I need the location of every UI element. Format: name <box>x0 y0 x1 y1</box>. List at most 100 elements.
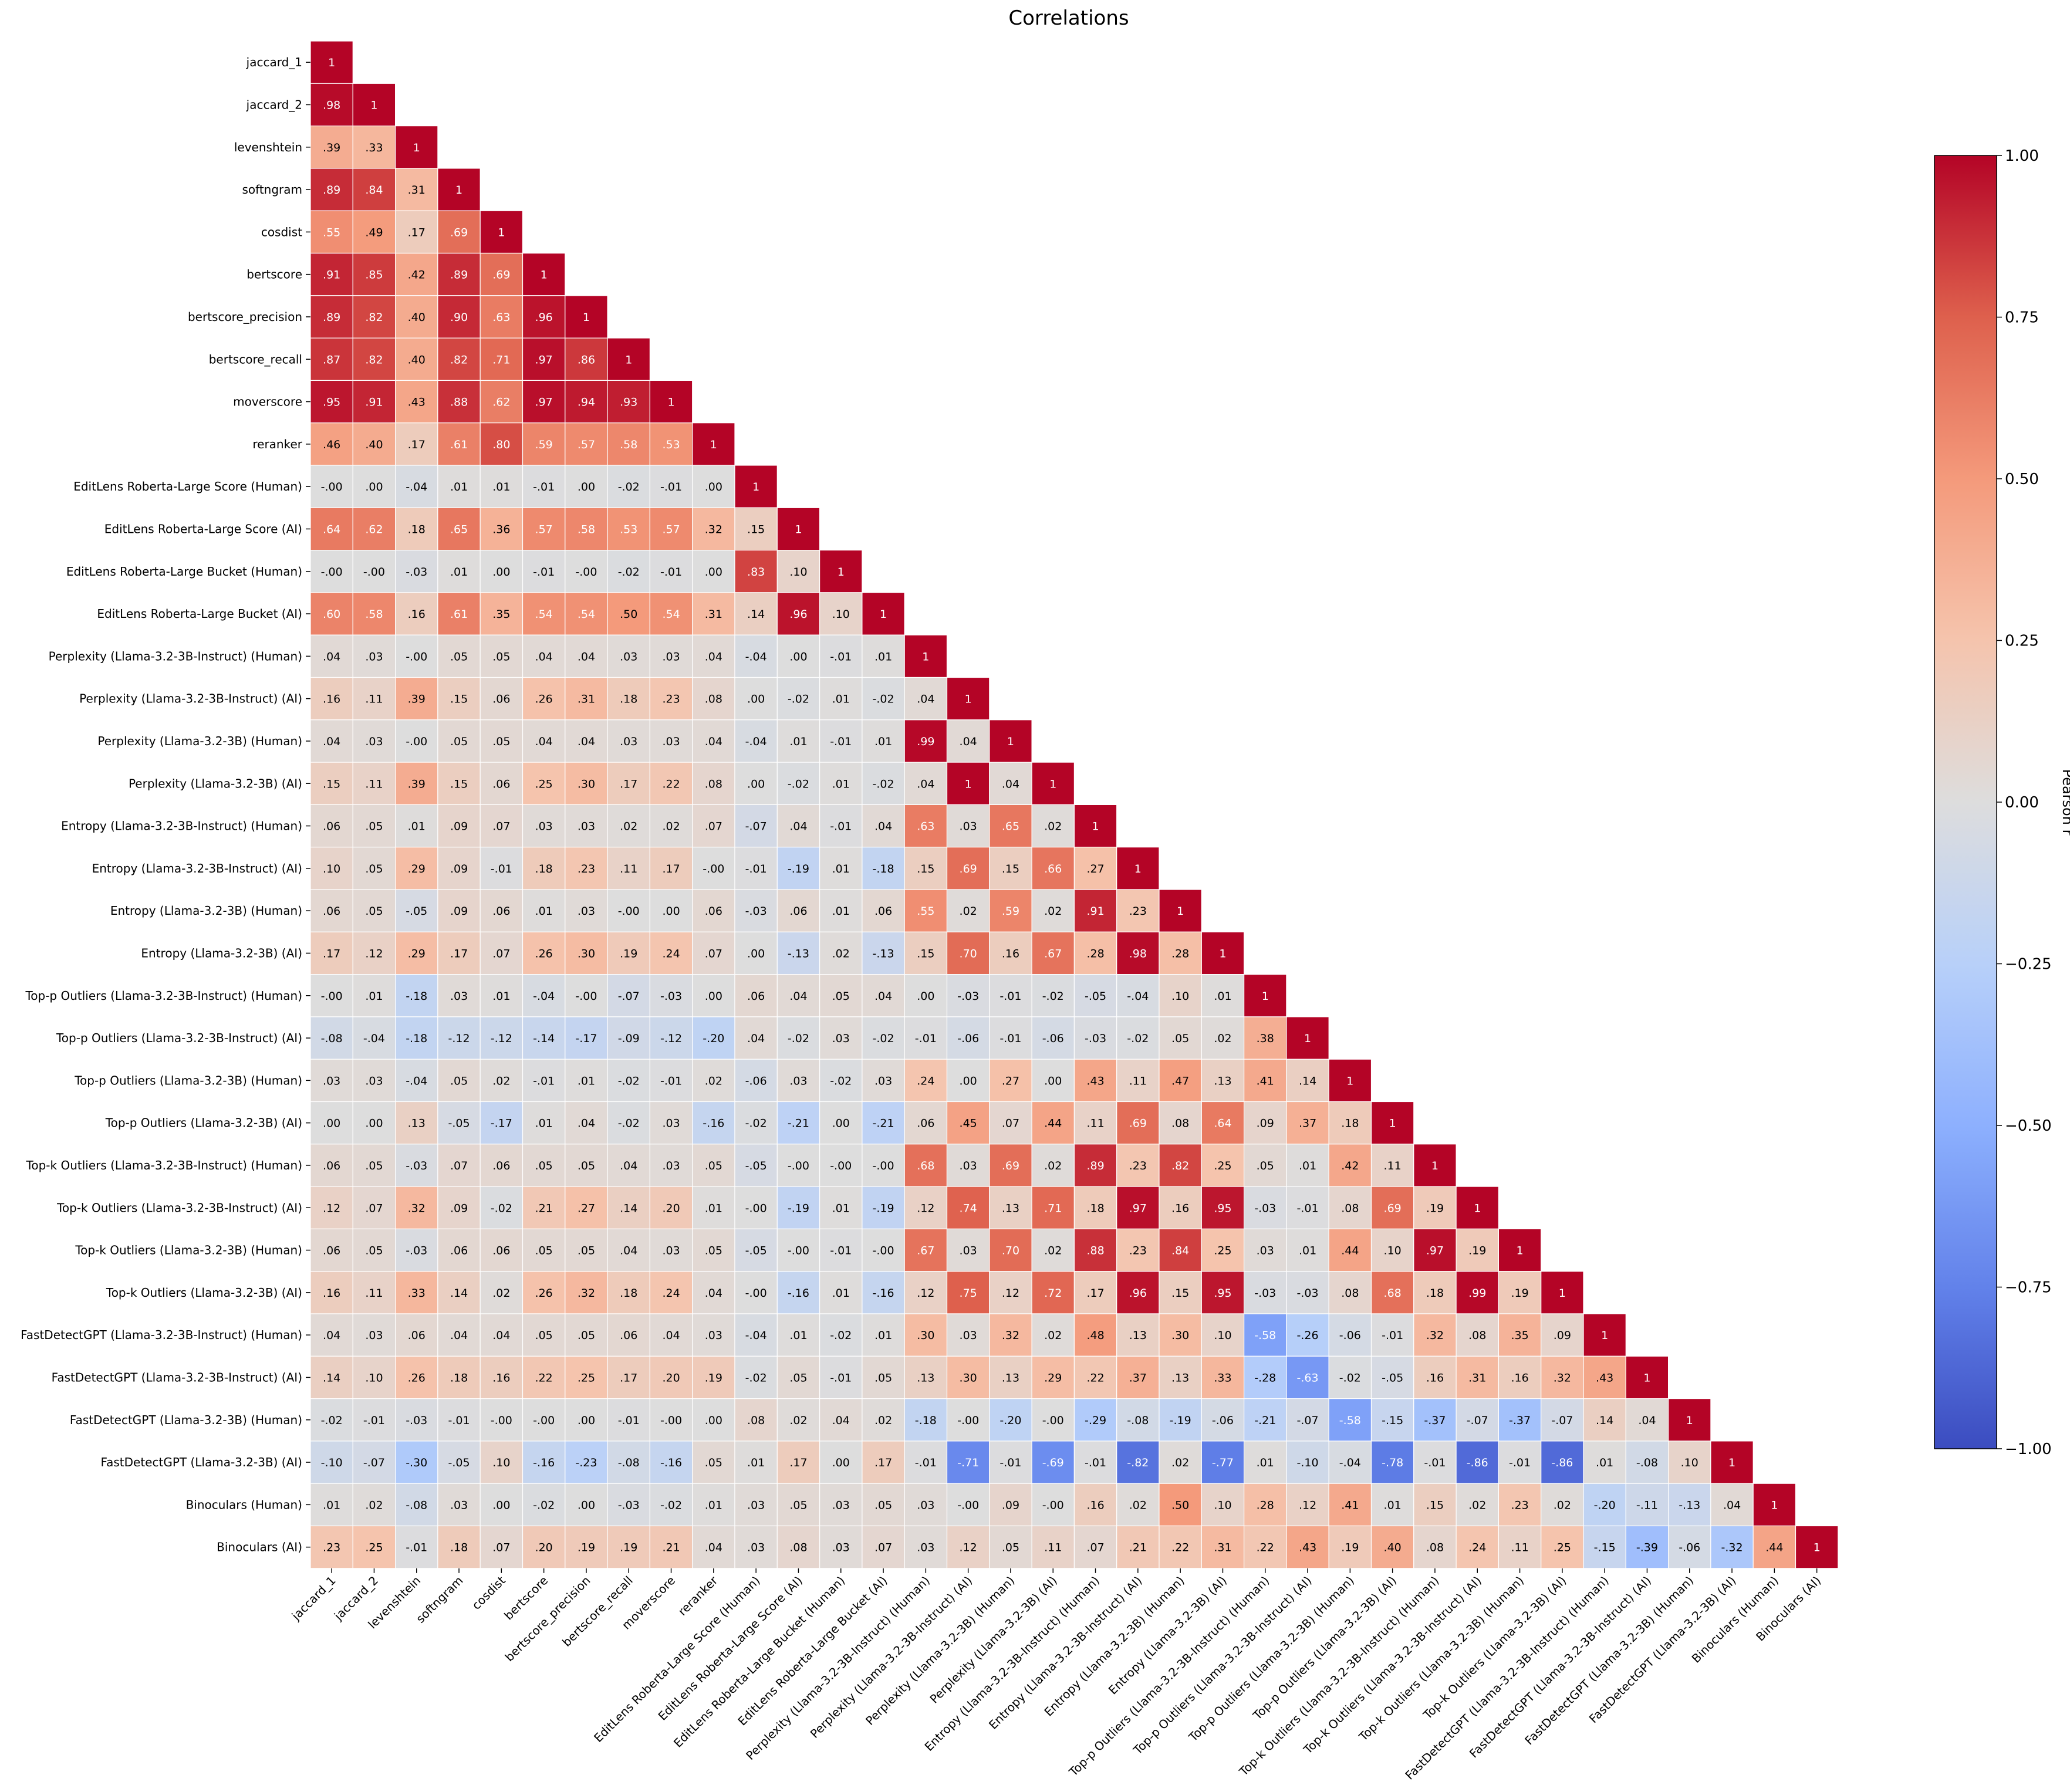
cell-value-label: .01 <box>747 1456 765 1469</box>
cell-value-label: .01 <box>705 1499 722 1512</box>
cell-value-label: .54 <box>662 608 680 621</box>
heatmap-cell <box>819 1016 863 1060</box>
cell-value-label: .18 <box>1426 1287 1444 1300</box>
heatmap-cell <box>522 847 566 890</box>
cell-value-label: .63 <box>917 820 934 833</box>
cell-value-label: .06 <box>450 1245 468 1257</box>
heatmap-cell <box>904 1483 948 1527</box>
heatmap-cell <box>692 677 735 721</box>
cell-value-label: .28 <box>1171 947 1189 960</box>
y-tick-label: Top-k Outliers (Llama-3.2-3B-Instruct) (… <box>56 1201 302 1215</box>
y-tick-label: Perplexity (Llama-3.2-3B) (Human) <box>97 734 302 748</box>
cell-value-label: .03 <box>1257 1245 1274 1257</box>
heatmap-cell <box>437 804 481 848</box>
cell-value-label: .01 <box>365 990 383 1003</box>
cell-value-label: -.06 <box>1042 1032 1064 1045</box>
cell-value-label: .01 <box>832 905 850 918</box>
cell-value-label: .08 <box>705 777 722 790</box>
cell-value-label: .50 <box>1171 1499 1189 1512</box>
heatmap-cell <box>352 1144 396 1187</box>
cell-value-label: .12 <box>365 947 383 960</box>
colorbar-tick-label: −0.25 <box>2005 956 2052 973</box>
x-tick-label: Top-k Outliers (Llama-3.2-3B-Instruct) (… <box>1236 1573 1441 1779</box>
cell-value-label: .96 <box>789 608 807 621</box>
cell-value-label: -.04 <box>406 1074 427 1087</box>
cell-value-label: .26 <box>535 693 553 706</box>
cell-value-label: -.01 <box>830 650 852 663</box>
cell-value-label: .03 <box>578 820 595 833</box>
heatmap-cell <box>734 634 778 678</box>
cell-value-label: .05 <box>450 1074 468 1087</box>
heatmap-cell <box>607 762 650 805</box>
cell-value-label: .19 <box>1341 1541 1359 1554</box>
cell-value-label: .39 <box>408 693 426 706</box>
heatmap-cell <box>989 1228 1032 1272</box>
cell-value-label: .03 <box>662 1245 680 1257</box>
heatmap-cell <box>565 1441 608 1484</box>
heatmap-cell <box>310 847 353 890</box>
cell-value-label: .08 <box>789 1541 807 1554</box>
cell-value-label: -.23 <box>575 1456 597 1469</box>
heatmap-cell <box>1328 1483 1372 1527</box>
cell-value-label: .15 <box>450 777 468 790</box>
cell-value-label: -.01 <box>1509 1456 1531 1469</box>
cell-value-label: -.05 <box>745 1159 767 1172</box>
heatmap-cell <box>862 1525 905 1569</box>
cell-value-label: .02 <box>960 905 977 918</box>
cell-value-label: .55 <box>917 905 934 918</box>
heatmap-cell <box>1116 1059 1160 1103</box>
cell-value-label: .29 <box>408 863 426 875</box>
heatmap-cell <box>819 1483 863 1527</box>
heatmap-cell <box>692 1355 735 1399</box>
cell-value-label: -.01 <box>618 1414 640 1427</box>
heatmap-cell <box>522 422 566 466</box>
heatmap-cell <box>989 1525 1032 1569</box>
cell-value-label: .03 <box>874 1074 892 1087</box>
heatmap-cell <box>1328 1525 1372 1569</box>
cell-value-label: .17 <box>620 1371 637 1384</box>
heatmap-cell <box>310 1398 353 1442</box>
cell-value-label: -.01 <box>533 1074 555 1087</box>
heatmap-cell <box>479 634 524 678</box>
cell-value-label: -.00 <box>873 1245 894 1257</box>
cell-value-label: .17 <box>662 863 680 875</box>
heatmap-cell <box>1286 1016 1329 1060</box>
heatmap-cell <box>565 1355 608 1399</box>
cell-value-label: .55 <box>323 226 340 239</box>
heatmap-cell <box>1159 931 1202 975</box>
heatmap-cell <box>776 1059 820 1103</box>
cell-value-label: .59 <box>535 438 553 451</box>
heatmap-cell <box>904 634 948 678</box>
cell-value-label: .48 <box>1086 1329 1104 1342</box>
cell-value-label: .02 <box>789 1414 807 1427</box>
heatmap-cell <box>352 1186 396 1229</box>
cell-value-label: .28 <box>1257 1499 1274 1512</box>
heatmap-cell <box>1159 1016 1202 1060</box>
cell-value-label: -.02 <box>745 1371 767 1384</box>
cell-value-label: .05 <box>1002 1541 1019 1554</box>
heatmap-cell <box>776 1441 820 1484</box>
cell-value-label: .15 <box>323 777 340 790</box>
cell-value-label: .60 <box>323 608 340 621</box>
heatmap-cell <box>437 549 481 593</box>
cell-value-label: .44 <box>1044 1117 1062 1130</box>
heatmap-cell <box>649 422 693 466</box>
cell-value-label: .25 <box>365 1541 383 1554</box>
cell-value-label: .07 <box>1002 1117 1019 1130</box>
heatmap-cell <box>437 295 481 339</box>
cell-value-label: -.02 <box>873 1032 894 1045</box>
colorbar-ticks: 1.00 0.75 0.50 0.25 0.00 −0.25 −0.50 −0.75 −1.00 <box>1997 147 2052 1458</box>
cell-value-label: -.16 <box>873 1287 894 1300</box>
cell-value-label: .06 <box>408 1329 426 1342</box>
cell-value-label: 1 <box>1431 1159 1438 1172</box>
cell-value-label: .03 <box>620 650 637 663</box>
cell-value-label: .10 <box>1384 1245 1402 1257</box>
cell-value-label: .25 <box>578 1371 595 1384</box>
cell-value-label: -.01 <box>363 1414 385 1427</box>
cell-value-label: .39 <box>408 777 426 790</box>
cell-value-label: .23 <box>1129 1245 1147 1257</box>
heatmap-cell <box>437 1101 481 1145</box>
heatmap-cell <box>1498 1483 1542 1527</box>
cell-value-label: .04 <box>832 1414 850 1427</box>
cell-value-label: -.04 <box>1127 990 1149 1003</box>
